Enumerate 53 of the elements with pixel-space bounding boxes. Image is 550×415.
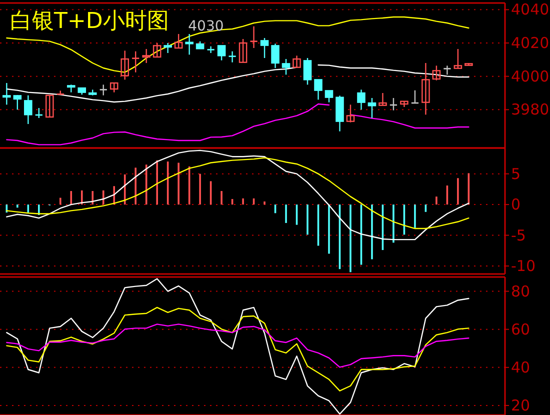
line-series (6, 324, 470, 368)
candlestick (228, 50, 237, 63)
candlestick (131, 50, 140, 73)
annotation: 4030 (188, 18, 224, 34)
candlestick (13, 94, 22, 110)
candlestick (336, 95, 344, 132)
candlestick (99, 84, 108, 96)
candlestick (442, 65, 452, 76)
y-tick-label: 4020 (511, 34, 550, 52)
candlestick (120, 50, 129, 80)
candlestick (206, 46, 216, 54)
y-tick-label: 4040 (511, 0, 550, 19)
candlestick (2, 82, 11, 106)
candlestick (454, 48, 462, 69)
y-tick-label: 3980 (511, 100, 550, 119)
candlestick (164, 42, 172, 54)
candlestick (368, 97, 376, 119)
line-series (6, 157, 470, 230)
candlestick (45, 94, 54, 118)
y-tick-label: 80 (511, 282, 530, 300)
candlestick (217, 45, 226, 61)
y-tick-label: 5 (511, 164, 521, 183)
candlestick (174, 33, 183, 49)
line-series (6, 306, 470, 392)
candlestick (422, 62, 430, 116)
candlestick (324, 90, 334, 103)
line-series (6, 150, 470, 240)
candlestick (152, 42, 162, 58)
candlestick (346, 104, 355, 123)
y-tick-label: -10 (511, 257, 536, 276)
y-tick-label: 4000 (511, 67, 550, 86)
candlestick (432, 65, 441, 81)
candlestick (271, 43, 280, 69)
candlestick (250, 26, 258, 49)
chart-title: 白银T+D小时图 (10, 9, 169, 34)
candlestick (260, 37, 269, 59)
y-tick-label: 60 (511, 320, 530, 338)
candlestick (142, 48, 150, 64)
candlestick (303, 57, 312, 86)
line-series (6, 278, 470, 415)
y-tick-label: 40 (511, 358, 530, 376)
candlestick (282, 58, 290, 76)
candlestick (24, 94, 32, 125)
y-tick-label: 20 (511, 396, 530, 414)
y-tick-label: -5 (511, 226, 526, 244)
candlestick (292, 55, 301, 68)
candlestick (357, 89, 366, 110)
candlestick (378, 92, 387, 106)
candlestick (110, 82, 118, 93)
candlestick (238, 38, 248, 63)
candlestick (185, 33, 194, 56)
candlestick (314, 79, 322, 100)
y-tick-label: 0 (511, 196, 521, 214)
